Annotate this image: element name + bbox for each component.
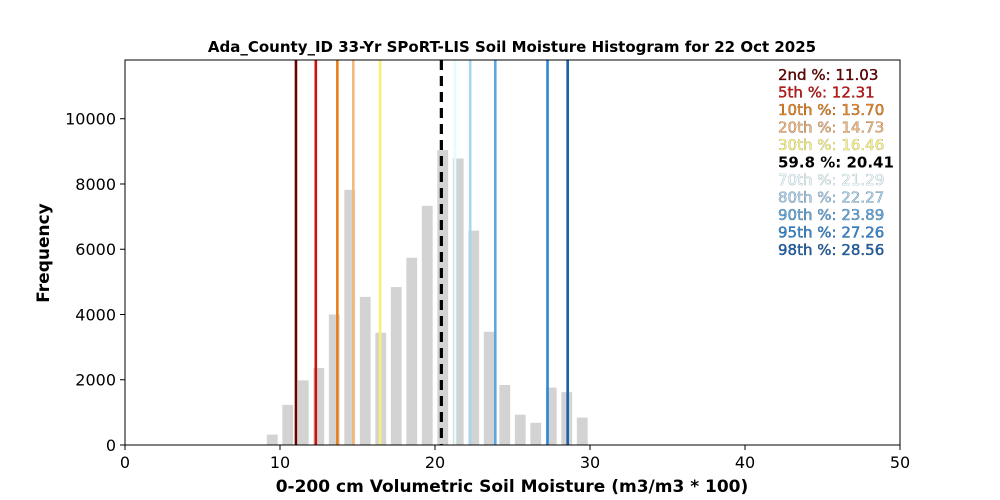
legend-entry: 70th %: 21.29: [778, 171, 884, 189]
histogram-bar: [514, 414, 526, 445]
histogram-bar: [576, 417, 588, 445]
x-tick-label: 30: [580, 453, 600, 472]
x-tick-label: 10: [270, 453, 290, 472]
histogram-bar: [266, 434, 278, 445]
histogram-bar: [452, 158, 464, 445]
histogram-bar: [530, 422, 542, 445]
legend-entry: 90th %: 23.89: [778, 206, 884, 224]
percentile-lines-group: [294, 60, 569, 445]
legend-entry: 2nd %: 11.03: [778, 66, 878, 84]
legend-entry: 10th %: 13.70: [778, 101, 884, 119]
histogram-bar: [483, 331, 495, 445]
y-tick-label: 2000: [75, 371, 116, 390]
legend-entry: 98th %: 28.56: [778, 241, 884, 259]
legend-entry: 95th %: 27.26: [778, 224, 884, 242]
x-tick-label: 40: [735, 453, 755, 472]
y-tick-label: 8000: [75, 175, 116, 194]
bars-group: [266, 150, 588, 445]
legend-entry: 59.8 %: 20.41: [778, 154, 894, 172]
plot-frame: [124, 59, 901, 446]
y-tick-label: 4000: [75, 305, 116, 324]
x-tick-label: 0: [120, 453, 130, 472]
histogram-bar: [421, 205, 433, 445]
histogram-bar: [545, 387, 557, 445]
histogram-bar: [359, 296, 371, 445]
histogram-bar: [297, 380, 309, 445]
x-tick-label: 50: [890, 453, 910, 472]
x-tick-label: 20: [425, 453, 445, 472]
y-tick-label: 0: [106, 436, 116, 455]
legend-entry: 5th %: 12.31: [778, 84, 875, 102]
histogram-bar: [390, 287, 402, 445]
y-axis-title: Frequency: [34, 203, 54, 303]
y-tick-label: 10000: [65, 110, 116, 129]
legend-entry: 80th %: 22.27: [778, 189, 884, 207]
y-axis-ticks: 0 2000 4000 6000 8000 10000: [65, 110, 125, 455]
histogram-bar: [499, 384, 511, 445]
histogram-bar: [313, 368, 325, 445]
chart-title: Ada_County_ID 33-Yr SPoRT-LIS Soil Moist…: [208, 38, 816, 56]
legend-entry: 20th %: 14.73: [778, 119, 884, 137]
histogram-bar: [282, 404, 294, 445]
x-axis-title: 0-200 cm Volumetric Soil Moisture (m3/m3…: [276, 477, 749, 497]
histogram-bar: [344, 189, 356, 445]
histogram-bar: [406, 257, 418, 445]
histogram-bar: [437, 150, 449, 445]
x-axis-ticks: 0 10 20 30 40 50: [120, 445, 910, 472]
y-tick-label: 6000: [75, 240, 116, 259]
histogram-bar: [328, 314, 340, 445]
legend-entry: 30th %: 16.46: [778, 136, 884, 154]
histogram-bar: [468, 230, 480, 445]
